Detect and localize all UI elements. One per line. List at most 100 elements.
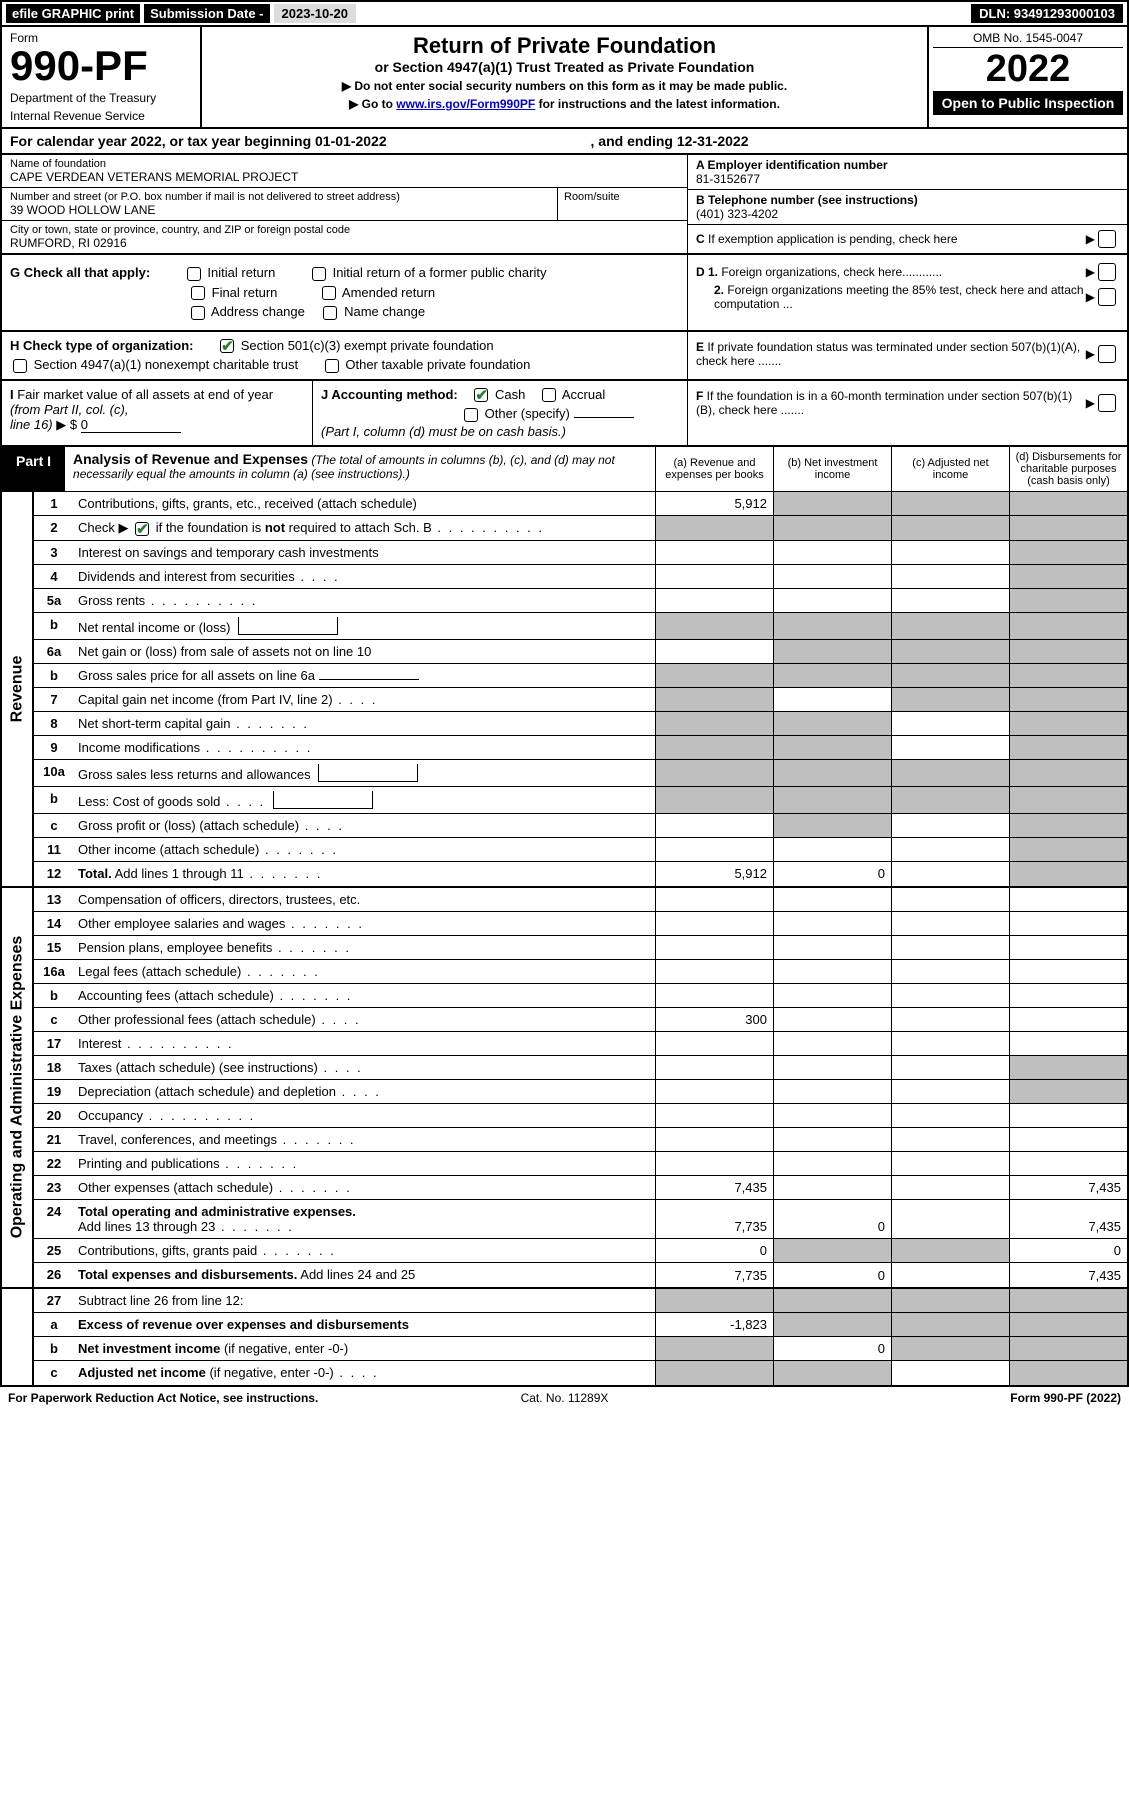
d2-checkbox[interactable] [1098, 288, 1116, 306]
row-5b: b Net rental income or (loss) [34, 613, 1127, 640]
form-990pf-link[interactable]: www.irs.gov/Form990PF [396, 97, 535, 111]
col-d-header: (d) Disbursements for charitable purpose… [1009, 447, 1127, 491]
j-other-checkbox[interactable] [464, 408, 478, 422]
revenue-rows: 1 Contributions, gifts, grants, etc., re… [34, 492, 1127, 886]
d1-label: D 1. Foreign organizations, check here..… [696, 265, 1086, 279]
h-4947-checkbox[interactable] [13, 359, 27, 373]
address: 39 WOOD HOLLOW LANE [10, 203, 549, 217]
col-b [773, 640, 891, 663]
foundation-name-cell: Name of foundation CAPE VERDEAN VETERANS… [2, 155, 687, 188]
line-no: 8 [34, 712, 74, 735]
row-9: 9 Income modifications [34, 736, 1127, 760]
g-address-change-checkbox[interactable] [191, 306, 205, 320]
col-d [1009, 1128, 1127, 1151]
line-desc: Dividends and interest from securities [74, 565, 655, 588]
col-b [773, 613, 891, 639]
col-c [891, 712, 1009, 735]
schb-checkbox[interactable] [135, 522, 149, 536]
header-right: OMB No. 1545-0047 2022 Open to Public In… [927, 27, 1127, 127]
line-desc: Gross profit or (loss) (attach schedule) [74, 814, 655, 837]
line-no: a [34, 1313, 74, 1336]
col-b [773, 664, 891, 687]
line-desc: Printing and publications [74, 1152, 655, 1175]
g-label: G Check all that apply: [10, 265, 150, 280]
col-d [1009, 664, 1127, 687]
g-final-return-checkbox[interactable] [191, 286, 205, 300]
g-initial-return-checkbox[interactable] [187, 267, 201, 281]
row-26: 26 Total expenses and disbursements. Add… [34, 1263, 1127, 1287]
col-b [773, 1313, 891, 1336]
col-b [773, 1176, 891, 1199]
col-c [891, 984, 1009, 1007]
col-c [891, 1313, 1009, 1336]
line-desc: Net rental income or (loss) [74, 613, 655, 639]
j-other-line [574, 417, 634, 418]
line-no: c [34, 1361, 74, 1385]
c-checkbox[interactable] [1098, 230, 1116, 248]
line-desc: Income modifications [74, 736, 655, 759]
col-b [773, 984, 891, 1007]
row-15: 15 Pension plans, employee benefits [34, 936, 1127, 960]
h-other-taxable-checkbox[interactable] [325, 359, 339, 373]
col-c [891, 1200, 1009, 1238]
d1-checkbox[interactable] [1098, 263, 1116, 281]
col-d [1009, 688, 1127, 711]
j-cash-checkbox[interactable] [474, 388, 488, 402]
line-desc: Subtract line 26 from line 12: [74, 1289, 655, 1312]
c-label: C If exemption application is pending, c… [696, 232, 1086, 246]
g-initial-former-checkbox[interactable] [312, 267, 326, 281]
line-desc: Gross rents [74, 589, 655, 612]
line-no: c [34, 1008, 74, 1031]
line-no: 27 [34, 1289, 74, 1312]
line-desc: Compensation of officers, directors, tru… [74, 888, 655, 911]
f-checkbox[interactable] [1098, 394, 1116, 412]
col-c [891, 516, 1009, 540]
col-c [891, 1176, 1009, 1199]
expenses-side-label: Operating and Administrative Expenses [2, 888, 34, 1287]
j-accrual-checkbox[interactable] [542, 388, 556, 402]
j-accrual: Accrual [562, 387, 605, 402]
col-a: 7,735 [655, 1200, 773, 1238]
g-opt1: Initial return [207, 265, 275, 280]
row-7: 7 Capital gain net income (from Part IV,… [34, 688, 1127, 712]
g-name-change-checkbox[interactable] [323, 306, 337, 320]
efile-label[interactable]: efile GRAPHIC print [6, 4, 140, 23]
col-b [773, 888, 891, 911]
col-a: 300 [655, 1008, 773, 1031]
col-d: 7,435 [1009, 1200, 1127, 1238]
inline-box [318, 764, 418, 782]
h-opt1: Section 501(c)(3) exempt private foundat… [241, 338, 494, 353]
g-amended-checkbox[interactable] [322, 286, 336, 300]
col-c [891, 888, 1009, 911]
col-c [891, 936, 1009, 959]
cal-year-end: , and ending 12-31-2022 [591, 133, 749, 149]
part1-desc: Analysis of Revenue and Expenses (The to… [65, 447, 655, 491]
top-bar: efile GRAPHIC print Submission Date - 20… [0, 0, 1129, 27]
col-c [891, 787, 1009, 813]
line-no: 12 [34, 862, 74, 886]
col-b [773, 589, 891, 612]
e-checkbox[interactable] [1098, 345, 1116, 363]
col-a [655, 1361, 773, 1385]
row-10a: 10a Gross sales less returns and allowan… [34, 760, 1127, 787]
col-a [655, 640, 773, 663]
col-d [1009, 565, 1127, 588]
col-a [655, 936, 773, 959]
line-desc: Interest [74, 1032, 655, 1055]
col-a [655, 1104, 773, 1127]
col-c [891, 565, 1009, 588]
col-d [1009, 760, 1127, 786]
line-no: 2 [34, 516, 74, 540]
col-d [1009, 1080, 1127, 1103]
col-a [655, 736, 773, 759]
h-501c3-checkbox[interactable] [220, 339, 234, 353]
footer-left: For Paperwork Reduction Act Notice, see … [8, 1391, 318, 1405]
h-label: H Check type of organization: [10, 338, 193, 353]
header-left: Form 990-PF Department of the Treasury I… [2, 27, 202, 127]
row-14: 14 Other employee salaries and wages [34, 912, 1127, 936]
footer-cat: Cat. No. 11289X [521, 1391, 609, 1405]
line-no: 18 [34, 1056, 74, 1079]
h-opt3: Other taxable private foundation [345, 357, 530, 372]
g-opt4: Initial return of a former public charit… [333, 265, 547, 280]
col-a [655, 1128, 773, 1151]
